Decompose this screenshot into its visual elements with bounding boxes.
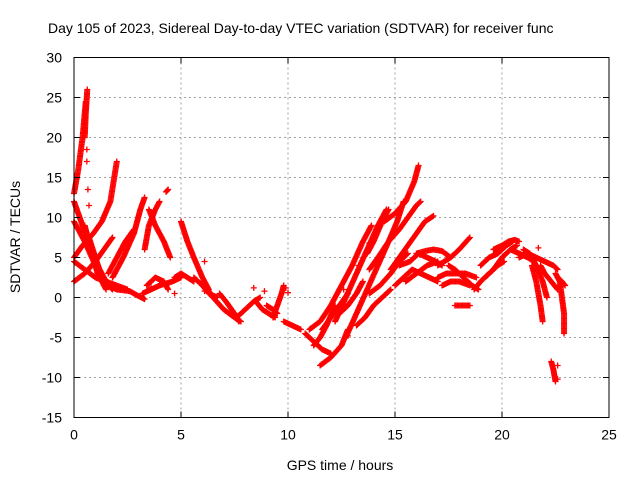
- data-points: [71, 86, 569, 385]
- y-tick-label: 30: [46, 50, 62, 66]
- data-point: [130, 227, 137, 234]
- data-point: [165, 286, 172, 293]
- data-point: [553, 265, 560, 272]
- data-point: [156, 198, 163, 205]
- x-tick-label: 15: [387, 427, 403, 443]
- data-point: [466, 235, 473, 242]
- data-point: [148, 284, 155, 291]
- x-axis-label: GPS time / hours: [287, 457, 394, 473]
- data-point: [250, 284, 257, 291]
- data-point: [108, 235, 115, 242]
- y-tick-label: 0: [54, 290, 62, 306]
- data-point: [235, 318, 242, 325]
- data-point: [344, 332, 351, 339]
- data-point: [108, 284, 115, 291]
- data-point: [473, 274, 480, 281]
- data-point: [340, 286, 347, 293]
- data-point: [201, 288, 208, 295]
- data-point: [543, 294, 550, 301]
- data-point: [141, 296, 148, 303]
- data-point: [171, 290, 178, 297]
- data-point: [109, 234, 116, 241]
- data-point: [201, 258, 208, 265]
- data-point: [387, 286, 394, 293]
- plot-frame: [73, 57, 610, 418]
- y-tick-label: 10: [46, 210, 62, 226]
- data-point: [416, 199, 423, 206]
- data-point: [562, 282, 569, 289]
- data-point: [403, 251, 410, 258]
- data-point: [282, 284, 289, 291]
- data-point: [366, 240, 373, 247]
- data-point: [257, 294, 264, 301]
- data-point: [386, 287, 393, 294]
- data-point: [404, 250, 411, 257]
- data-point: [82, 98, 89, 105]
- data-point: [103, 286, 110, 293]
- data-point: [415, 162, 422, 169]
- y-axis-label: SDTVAR / TECUs: [7, 181, 23, 293]
- x-tick-label: 0: [70, 427, 78, 443]
- y-tick-label: -10: [42, 370, 62, 386]
- data-point: [165, 186, 172, 193]
- data-point: [85, 202, 92, 209]
- data-point: [466, 302, 473, 309]
- data-point: [535, 244, 542, 251]
- data-point: [109, 284, 116, 291]
- data-point: [554, 362, 561, 369]
- data-point: [561, 330, 568, 337]
- data-point: [385, 206, 392, 213]
- y-tick-label: 20: [46, 130, 62, 146]
- data-point: [512, 243, 519, 250]
- x-tick-label: 5: [177, 427, 185, 443]
- axis-ticks: 0 5 10 15 20 25 -15 -10 -5 0 5 10 15 20 25 30: [42, 50, 617, 443]
- y-tick-label: 5: [54, 250, 62, 266]
- data-point: [368, 222, 375, 229]
- data-point: [256, 295, 263, 302]
- y-tick-label: -5: [50, 330, 63, 346]
- data-point: [429, 213, 436, 220]
- chart-title: Day 105 of 2023, Sidereal Day-to-day VTE…: [48, 20, 554, 36]
- data-point: [516, 238, 523, 245]
- data-point: [164, 187, 171, 194]
- y-tick-label: 15: [46, 170, 62, 186]
- data-point: [466, 234, 473, 241]
- data-point: [83, 146, 90, 153]
- x-tick-label: 20: [494, 427, 510, 443]
- data-point: [141, 194, 148, 201]
- data-point: [297, 326, 304, 333]
- y-tick-label: -15: [42, 410, 62, 426]
- data-point: [84, 86, 91, 93]
- data-point: [539, 318, 546, 325]
- data-point: [84, 186, 91, 193]
- data-point: [130, 226, 137, 233]
- x-tick-label: 10: [280, 427, 296, 443]
- data-point: [513, 242, 520, 249]
- data-point: [359, 278, 366, 285]
- data-point: [417, 198, 424, 205]
- x-tick-label: 25: [601, 427, 617, 443]
- data-point: [167, 254, 174, 261]
- y-tick-label: 25: [46, 90, 62, 106]
- data-point: [285, 289, 291, 296]
- data-point: [83, 158, 90, 165]
- data-point: [554, 266, 561, 273]
- data-point: [430, 212, 437, 219]
- data-point: [554, 376, 561, 383]
- data-point: [561, 281, 568, 288]
- data-point: [355, 262, 362, 269]
- data-point: [113, 158, 120, 165]
- data-point: [261, 288, 268, 295]
